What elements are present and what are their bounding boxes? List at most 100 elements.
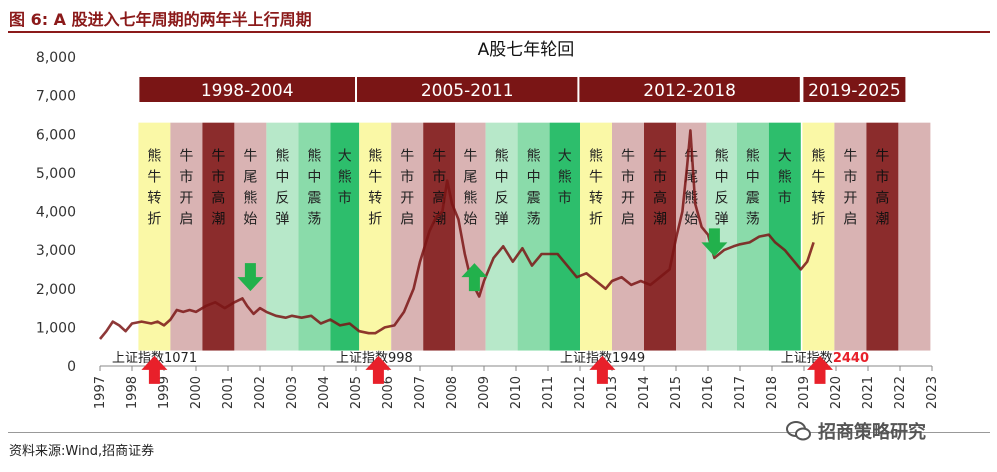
phase-label-char: 熊	[147, 149, 161, 165]
period-header	[357, 77, 578, 102]
title-rule	[8, 31, 990, 33]
x-tick-label: 2004	[317, 376, 332, 409]
arrow-up-icon	[807, 355, 833, 384]
phase-label-char: 弹	[275, 212, 289, 228]
phase-label-char: 尾	[463, 170, 477, 186]
period-header	[803, 77, 906, 102]
phase-band	[612, 122, 644, 351]
phase-label-char: 启	[179, 212, 193, 228]
phase-band	[834, 122, 867, 351]
phase-label-char: 始	[684, 212, 698, 228]
phase-label-char: 开	[621, 191, 635, 207]
phase-label-char: 市	[875, 169, 889, 186]
arrow-up-icon	[365, 355, 392, 384]
phase-label-char: 熊	[778, 170, 792, 186]
x-tick-label: 2007	[413, 376, 428, 409]
phase-label-char: 高	[211, 190, 225, 207]
x-tick-label: 2015	[669, 376, 684, 409]
phase-band	[580, 122, 612, 351]
phase-label-char: 牛	[811, 170, 825, 186]
phase-label-char: 牛	[243, 149, 257, 165]
annotation-value: 998	[388, 351, 413, 366]
phase-label-char: 潮	[875, 212, 889, 228]
phase-label-char: 市	[778, 190, 792, 207]
phase-label-char: 中	[307, 170, 321, 186]
phase-label-char: 牛	[368, 170, 382, 186]
period-header	[139, 77, 355, 102]
x-tick-label: 2008	[445, 376, 460, 409]
phase-label-char: 牛	[589, 170, 603, 186]
phase-label-char: 折	[589, 212, 603, 228]
phase-band	[768, 122, 801, 351]
phase-label-char: 牛	[432, 149, 446, 165]
watermark: 招商策略研究	[786, 418, 926, 444]
phase-band	[391, 122, 424, 351]
x-tick-label: 1998	[125, 376, 140, 409]
phase-label-char: 熊	[715, 149, 729, 165]
x-tick-label: 2013	[605, 376, 620, 409]
phase-band	[898, 122, 931, 351]
y-tick-label: 8,000	[36, 50, 76, 66]
phase-band	[359, 122, 392, 351]
period-header	[579, 77, 800, 102]
phase-band	[202, 122, 235, 351]
y-tick-label: 3,000	[36, 243, 76, 259]
phase-label-char: 熊	[275, 149, 289, 165]
phase-label-char: 牛	[463, 149, 477, 165]
chart-title: A股七年轮回	[478, 40, 575, 60]
arrow-down-icon	[701, 228, 728, 257]
x-tick-label: 2018	[765, 376, 780, 409]
phase-label-char: 始	[243, 212, 257, 228]
phase-label-char: 启	[621, 212, 635, 228]
phase-label-char: 市	[558, 190, 572, 207]
x-tick-label: 2001	[221, 376, 236, 409]
phase-label-char: 启	[400, 212, 414, 228]
phase-label-char: 反	[495, 191, 509, 207]
x-tick-label: 2002	[253, 376, 268, 409]
arrow-up-icon	[141, 355, 168, 384]
annotation-value: 1071	[164, 351, 197, 366]
x-tick-label: 2022	[893, 376, 908, 409]
phase-label-char: 折	[368, 212, 382, 228]
phase-label-char: 牛	[400, 149, 414, 165]
wechat-icon	[786, 421, 811, 441]
phase-label-char: 折	[811, 212, 825, 228]
y-tick-label: 5,000	[36, 166, 76, 182]
period-header-label: 2019-2025	[808, 81, 901, 101]
y-tick-label: 6,000	[36, 127, 76, 143]
phase-label-char: 中	[746, 170, 760, 186]
phase-label-char: 熊	[527, 149, 541, 165]
phase-band	[644, 122, 676, 351]
phase-label-char: 熊	[463, 191, 477, 207]
phase-label-char: 荡	[746, 212, 760, 228]
phase-label-char: 震	[527, 191, 541, 207]
phase-label-char: 开	[400, 191, 414, 207]
phase-label-char: 反	[275, 191, 289, 207]
phase-label-char: 牛	[621, 149, 635, 165]
phase-label-char: 中	[527, 170, 541, 186]
x-tick-label: 2017	[733, 376, 748, 409]
period-header-label: 2012-2018	[643, 81, 736, 101]
phase-label-char: 启	[843, 212, 857, 228]
phase-label-char: 大	[338, 149, 352, 165]
x-tick-label: 2011	[541, 376, 556, 409]
phase-label-char: 牛	[875, 149, 889, 165]
phase-label-char: 潮	[432, 212, 446, 228]
phase-label-char: 弹	[715, 212, 729, 228]
phase-label-char: 牛	[147, 170, 161, 186]
phase-band	[266, 122, 299, 351]
phase-band	[298, 122, 331, 351]
phase-label-char: 弹	[495, 212, 509, 228]
phase-label-char: 反	[715, 191, 729, 207]
phase-label-char: 中	[495, 170, 509, 186]
period-header-label: 2005-2011	[421, 81, 514, 101]
phase-label-char: 熊	[307, 149, 321, 165]
phase-band	[802, 122, 835, 351]
phase-label-char: 中	[275, 170, 289, 186]
x-tick-label: 2023	[925, 376, 940, 409]
y-tick-label: 2,000	[36, 282, 76, 298]
phase-label-char: 高	[653, 190, 667, 207]
phase-label-char: 尾	[243, 170, 257, 186]
phase-label-char: 转	[811, 191, 825, 207]
